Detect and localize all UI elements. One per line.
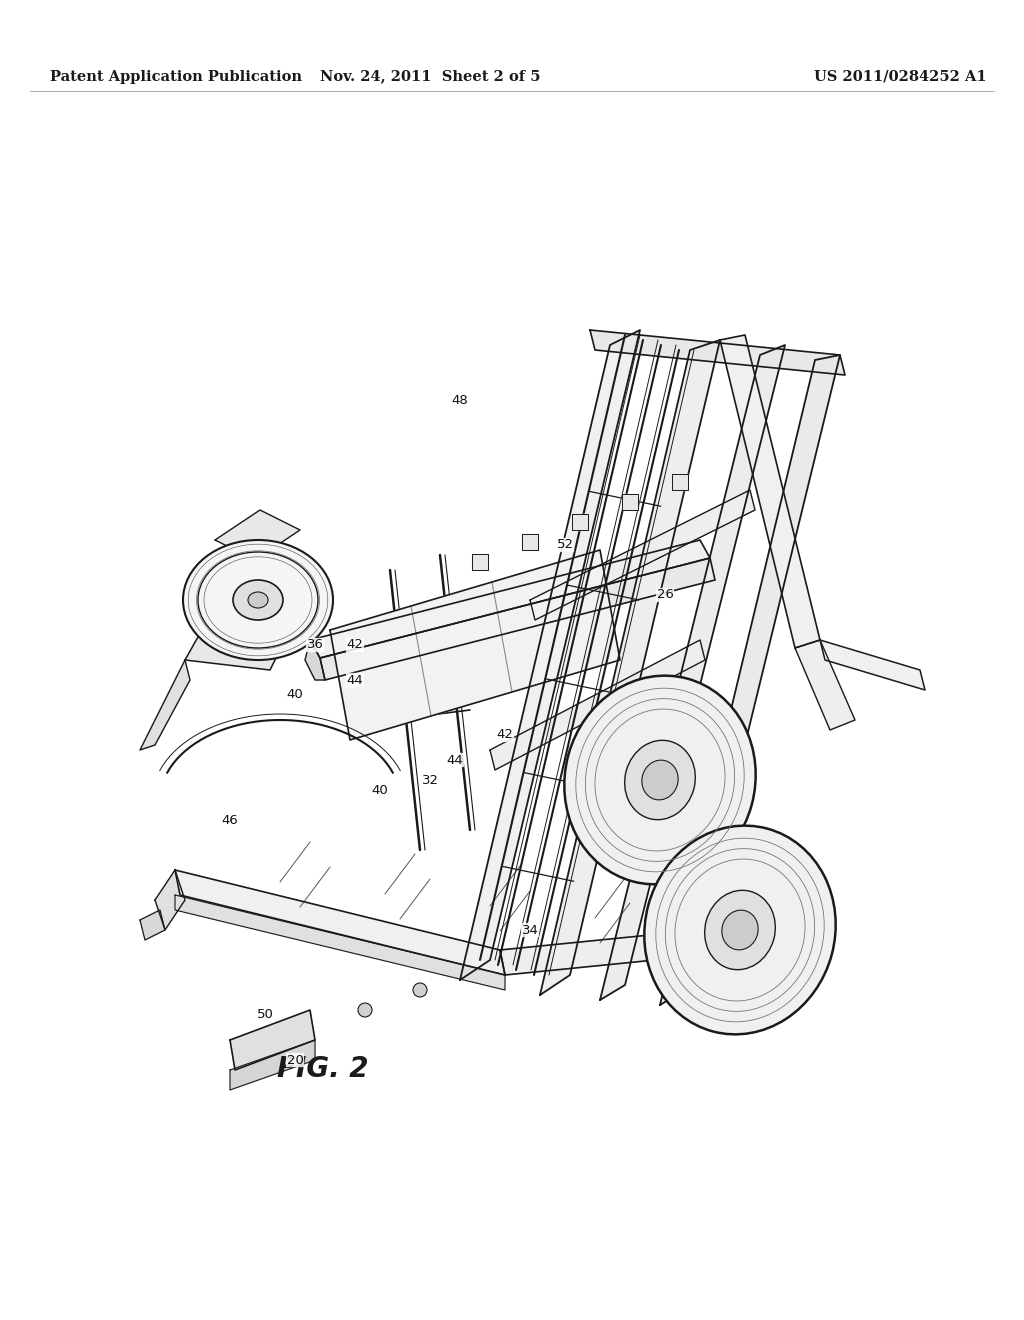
Text: 32: 32 xyxy=(422,774,438,787)
Polygon shape xyxy=(530,490,755,620)
Polygon shape xyxy=(795,640,855,730)
Ellipse shape xyxy=(413,983,427,997)
Polygon shape xyxy=(490,640,705,770)
Text: 42: 42 xyxy=(497,729,513,742)
Polygon shape xyxy=(155,870,185,931)
Ellipse shape xyxy=(183,540,333,660)
Text: 34: 34 xyxy=(521,924,539,936)
Polygon shape xyxy=(230,1010,315,1071)
Text: 48: 48 xyxy=(452,393,468,407)
Text: 26: 26 xyxy=(656,589,674,602)
Text: 20: 20 xyxy=(287,1053,303,1067)
Text: 42: 42 xyxy=(346,639,364,652)
Polygon shape xyxy=(472,554,488,570)
Polygon shape xyxy=(460,330,640,979)
Ellipse shape xyxy=(248,591,268,609)
Polygon shape xyxy=(820,640,925,690)
Polygon shape xyxy=(540,341,720,995)
Polygon shape xyxy=(175,895,505,990)
Polygon shape xyxy=(590,330,845,375)
Text: 46: 46 xyxy=(221,813,239,826)
Text: 44: 44 xyxy=(347,673,364,686)
Polygon shape xyxy=(572,513,588,531)
Text: 36: 36 xyxy=(306,639,324,652)
Polygon shape xyxy=(622,494,638,510)
Ellipse shape xyxy=(644,825,836,1035)
Polygon shape xyxy=(140,909,165,940)
Polygon shape xyxy=(175,870,505,975)
Polygon shape xyxy=(500,931,705,975)
Polygon shape xyxy=(319,558,715,680)
Polygon shape xyxy=(660,355,840,1005)
Text: 50: 50 xyxy=(257,1008,273,1022)
Polygon shape xyxy=(522,535,538,550)
Polygon shape xyxy=(590,700,680,789)
Ellipse shape xyxy=(564,676,756,884)
Ellipse shape xyxy=(705,890,775,970)
Ellipse shape xyxy=(642,760,678,800)
Polygon shape xyxy=(140,660,190,750)
Polygon shape xyxy=(305,640,325,680)
Ellipse shape xyxy=(625,741,695,820)
Text: US 2011/0284252 A1: US 2011/0284252 A1 xyxy=(814,70,986,83)
Polygon shape xyxy=(215,510,300,560)
Ellipse shape xyxy=(358,1003,372,1016)
Text: 44: 44 xyxy=(446,754,464,767)
Polygon shape xyxy=(600,345,785,1001)
Polygon shape xyxy=(230,1040,315,1090)
Ellipse shape xyxy=(233,579,283,620)
Polygon shape xyxy=(720,335,820,648)
Polygon shape xyxy=(672,474,688,490)
Polygon shape xyxy=(310,540,710,657)
Text: 52: 52 xyxy=(556,539,573,552)
Text: Patent Application Publication: Patent Application Publication xyxy=(50,70,302,83)
Polygon shape xyxy=(330,550,620,741)
Text: FIG. 2: FIG. 2 xyxy=(276,1055,369,1084)
Text: Nov. 24, 2011  Sheet 2 of 5: Nov. 24, 2011 Sheet 2 of 5 xyxy=(319,70,541,83)
Polygon shape xyxy=(185,579,310,671)
Text: 40: 40 xyxy=(287,689,303,701)
Text: 40: 40 xyxy=(372,784,388,796)
Ellipse shape xyxy=(722,909,758,950)
